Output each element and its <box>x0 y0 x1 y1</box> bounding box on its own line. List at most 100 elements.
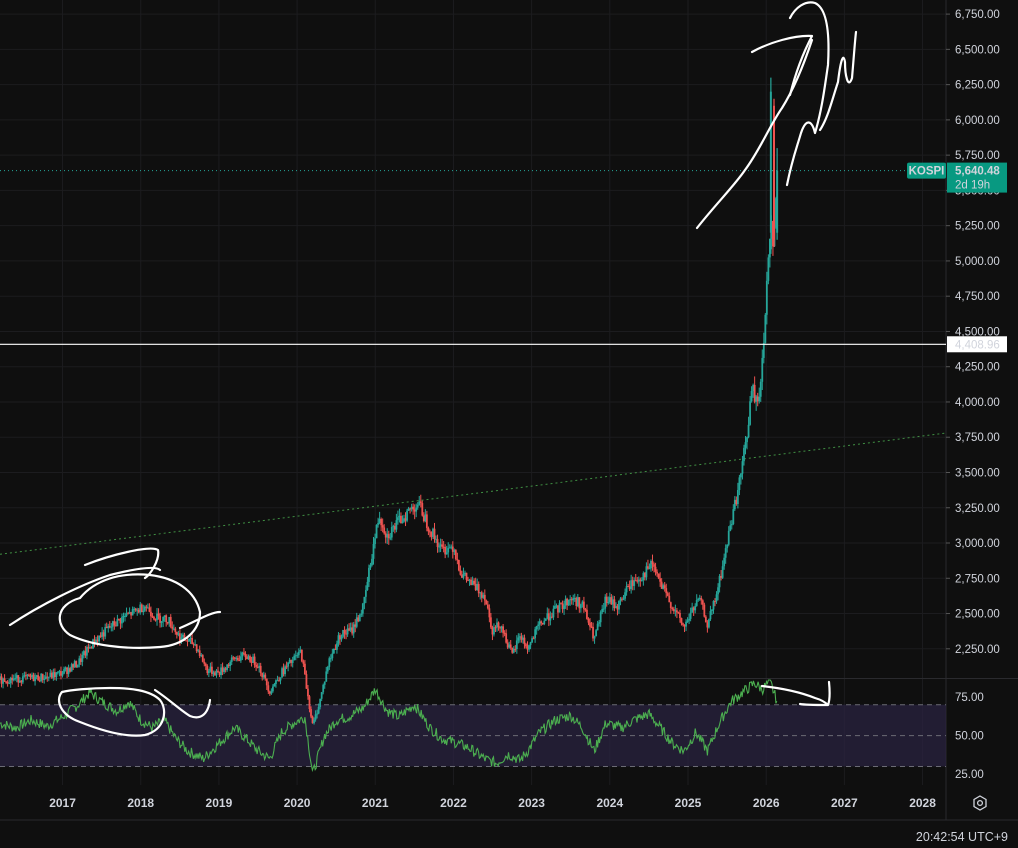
candle <box>270 688 273 695</box>
candle-body <box>392 526 395 528</box>
candle-body <box>750 391 753 402</box>
freehand-stroke[interactable] <box>153 688 212 719</box>
candle <box>8 678 11 685</box>
candle-body <box>554 606 556 609</box>
candle-body <box>454 550 457 560</box>
candle <box>419 494 422 508</box>
time-axis[interactable]: 2017 2018 2019 2020 2021 2022 2023 2024 2025 2026… <box>49 796 936 810</box>
candle-body <box>772 220 774 247</box>
candle-body <box>217 670 219 673</box>
candle-body <box>47 676 50 678</box>
freehand-stroke[interactable] <box>83 547 160 580</box>
candle <box>393 522 396 534</box>
candle-body <box>546 613 549 619</box>
candle <box>87 643 90 653</box>
candle <box>174 626 177 635</box>
settings-icon[interactable] <box>972 795 988 811</box>
candle <box>657 573 660 580</box>
candle-body <box>712 601 715 610</box>
freehand-stroke[interactable] <box>695 38 814 230</box>
candle <box>636 577 639 584</box>
candle-body <box>479 592 482 594</box>
candle <box>555 603 558 609</box>
candle-body <box>543 620 546 625</box>
candle <box>526 641 529 654</box>
candle <box>67 664 70 677</box>
candle <box>429 529 431 538</box>
freehand-stroke[interactable] <box>818 30 858 132</box>
rsi-axis[interactable]: 75.00 50.00 25.00 <box>955 692 984 781</box>
candle <box>378 511 381 525</box>
candle-body <box>81 654 84 662</box>
freehand-stroke[interactable] <box>760 680 831 707</box>
candle <box>506 639 509 650</box>
candle-body <box>93 639 96 644</box>
candle-body <box>773 105 775 240</box>
candle-body <box>711 609 713 612</box>
freehand-stroke[interactable] <box>750 34 814 97</box>
candle-body <box>200 655 203 657</box>
horizontal-line[interactable] <box>0 170 946 345</box>
candle <box>0 673 1 681</box>
candle <box>368 564 370 588</box>
freehand-stroke[interactable] <box>58 573 202 649</box>
candle-body <box>538 621 541 625</box>
candle-body <box>528 645 530 650</box>
candle-body <box>124 615 126 617</box>
candle <box>709 605 712 622</box>
candle-body <box>253 656 256 665</box>
candle <box>503 630 506 637</box>
candle-body <box>692 607 695 611</box>
candle <box>336 640 338 654</box>
candle <box>215 669 218 678</box>
candle <box>537 621 540 631</box>
candle-body <box>95 639 97 644</box>
candle <box>381 518 384 533</box>
candle <box>621 596 623 602</box>
candle <box>775 196 777 229</box>
candle <box>305 670 308 689</box>
candle-body <box>422 515 425 522</box>
candle <box>354 619 357 633</box>
candle <box>727 526 730 547</box>
candle-body <box>522 637 524 640</box>
price-axis[interactable]: 6,750.00 6,500.00 6,250.00 6,000.00 5,750.00… <box>946 9 1000 656</box>
trendline[interactable] <box>0 432 947 555</box>
freehand-drawings[interactable] <box>8 1 858 737</box>
candle-body <box>389 537 392 539</box>
candle-body <box>595 630 597 637</box>
candle-body <box>85 647 88 656</box>
candle-body <box>680 618 683 624</box>
candle-body <box>477 583 480 594</box>
candle-body <box>180 637 183 642</box>
candle <box>82 649 85 659</box>
candle-body <box>470 579 472 585</box>
candle <box>569 595 572 606</box>
candle <box>531 636 533 644</box>
candle <box>550 612 553 619</box>
candle-body <box>691 607 694 613</box>
candle <box>163 615 166 622</box>
candle <box>593 635 596 644</box>
candle-body <box>349 627 352 631</box>
candle-body <box>360 613 363 615</box>
candle <box>441 539 444 550</box>
candle <box>299 646 302 654</box>
candle-body <box>209 666 212 671</box>
freehand-stroke[interactable] <box>8 566 162 627</box>
candle-body <box>34 677 36 682</box>
candle <box>214 670 216 676</box>
candle <box>598 619 601 627</box>
freehand-stroke[interactable] <box>57 686 166 737</box>
candle <box>227 662 230 669</box>
candle <box>729 520 732 532</box>
trendline-line[interactable] <box>0 432 947 555</box>
candle <box>207 668 210 678</box>
freehand-stroke[interactable] <box>785 1 830 187</box>
candle-body <box>98 635 100 642</box>
candle-body <box>677 612 680 614</box>
candle-body <box>308 696 311 710</box>
freehand-stroke[interactable] <box>178 610 222 630</box>
candle-body <box>701 600 704 605</box>
